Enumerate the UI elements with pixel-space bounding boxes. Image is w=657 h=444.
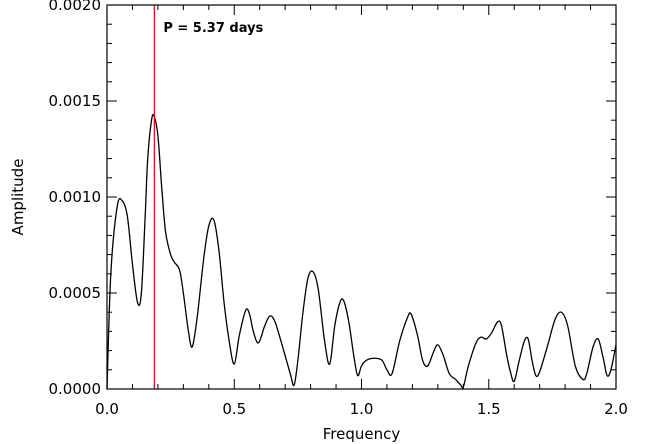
x-axis-ticks: 0.0 0.5 1.0 1.5 2.0 — [95, 5, 628, 418]
x-tick-label: 0.5 — [222, 400, 246, 418]
plot-area — [106, 5, 617, 390]
period-annotation: P = 5.37 days — [163, 21, 263, 36]
amplitude-spectrum-line — [106, 113, 617, 390]
y-tick-label: 0.0020 — [49, 0, 102, 14]
x-tick-label: 1.0 — [350, 400, 374, 418]
y-tick-label: 0.0000 — [49, 380, 102, 398]
x-tick-label: 1.5 — [477, 400, 501, 418]
y-axis-label: Amplitude — [9, 159, 27, 236]
x-axis-label: Frequency — [323, 425, 401, 443]
y-tick-label: 0.0010 — [49, 188, 102, 206]
plot-frame — [106, 4, 617, 390]
y-tick-label: 0.0005 — [49, 284, 102, 302]
x-tick-label: 2.0 — [604, 400, 628, 418]
y-axis-ticks: 0.0000 0.0005 0.0010 0.0015 0.0020 — [49, 0, 616, 398]
x-tick-label: 0.0 — [95, 400, 119, 418]
y-tick-label: 0.0015 — [49, 92, 102, 110]
